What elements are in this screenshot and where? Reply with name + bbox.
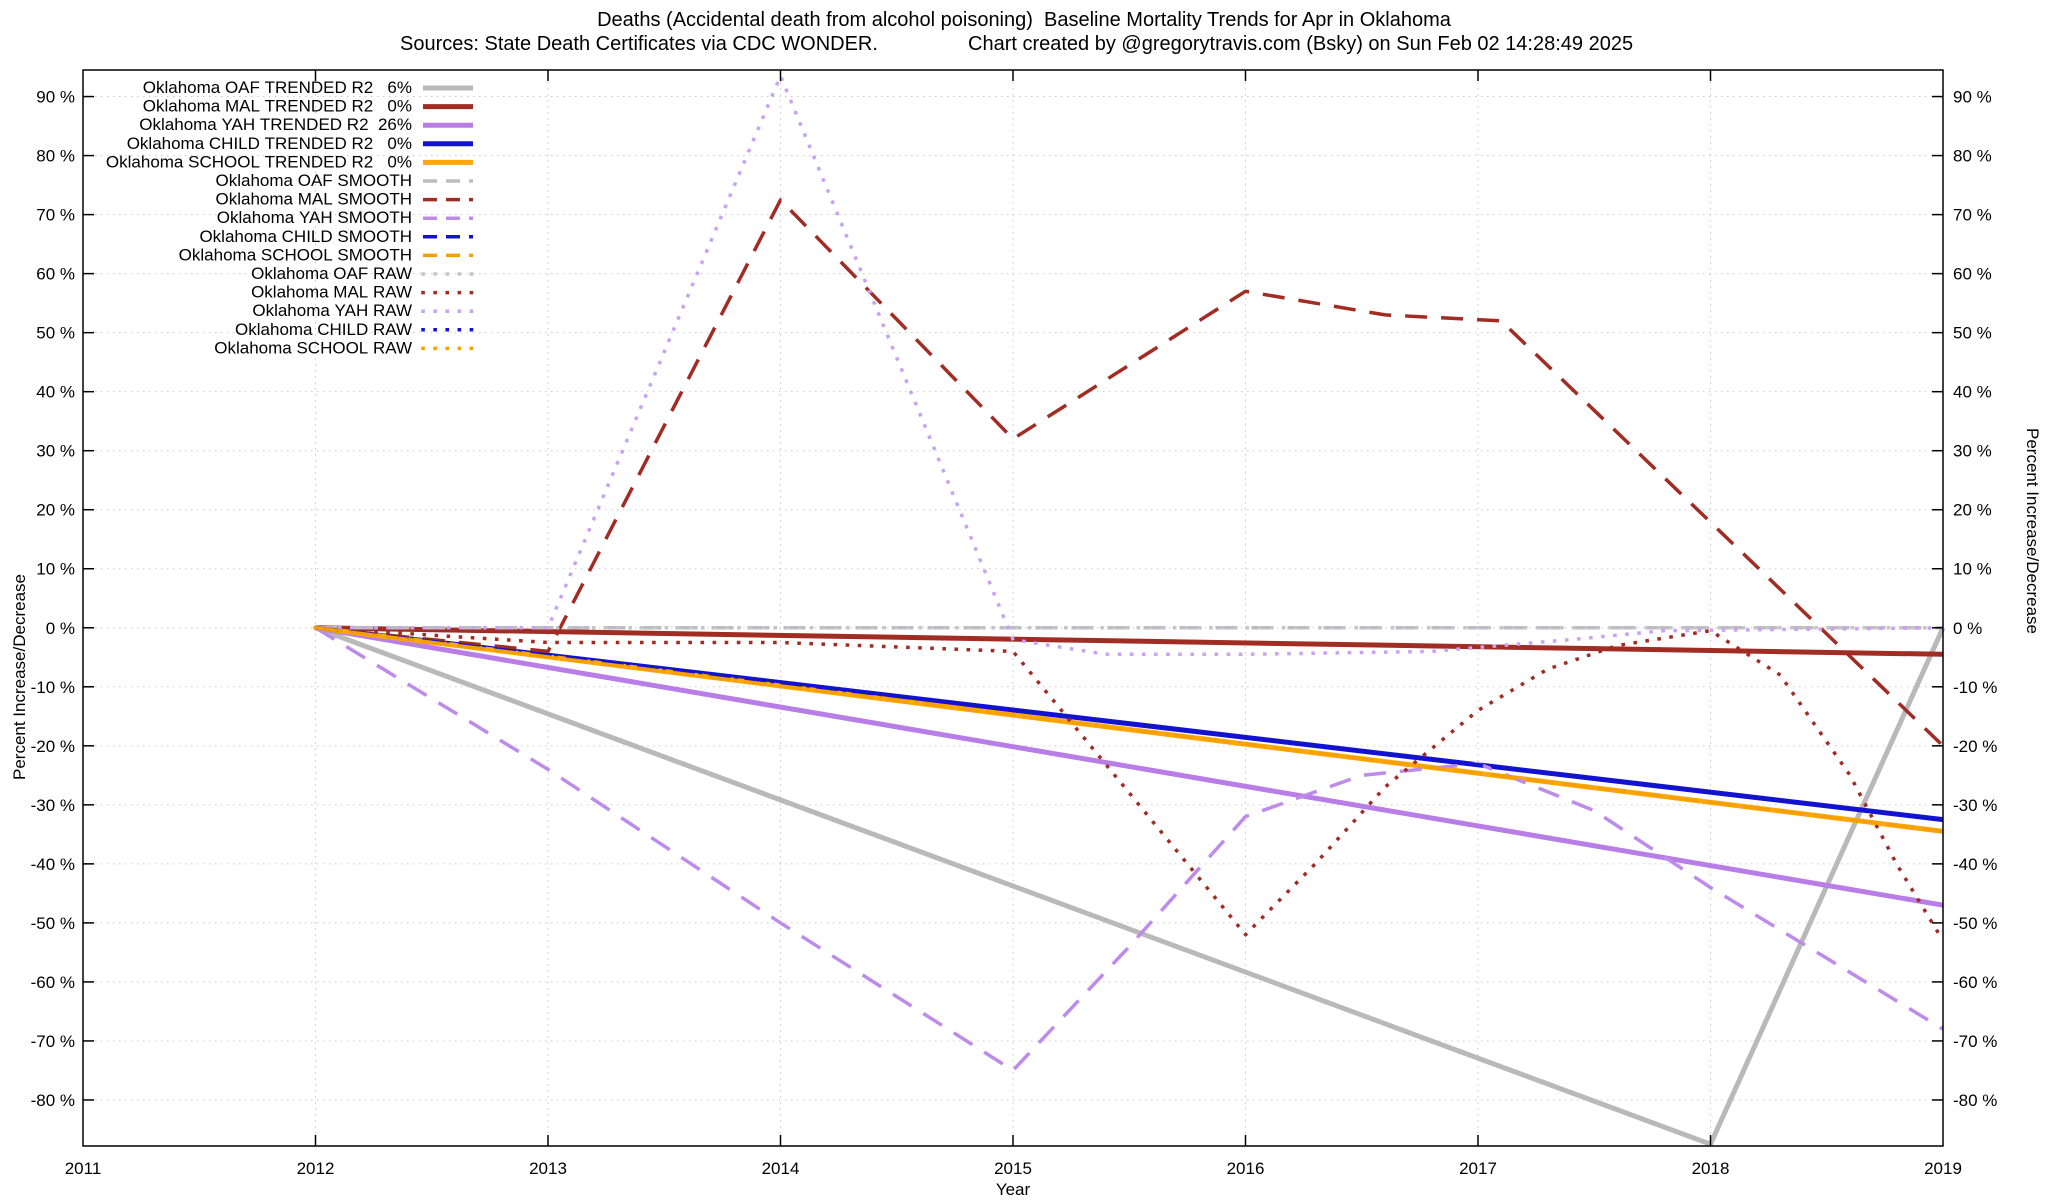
x-tick-label: 2012 xyxy=(297,1159,335,1178)
x-tick-label: 2018 xyxy=(1692,1159,1730,1178)
y-tick-label-left: -60 % xyxy=(31,973,75,992)
legend-label-yah-raw: Oklahoma YAH RAW xyxy=(252,301,412,320)
legend-label-oaf-smooth: Oklahoma OAF SMOOTH xyxy=(216,171,412,190)
legend-label-oaf-raw: Oklahoma OAF RAW xyxy=(251,264,412,283)
y-tick-label-left: -40 % xyxy=(31,855,75,874)
y-tick-label-right: 30 % xyxy=(1953,442,1992,461)
legend-label-school-raw: Oklahoma SCHOOL RAW xyxy=(214,338,412,357)
y-tick-label-right: 40 % xyxy=(1953,383,1992,402)
y-tick-label-right: 20 % xyxy=(1953,501,1992,520)
series-line-yah-smooth xyxy=(314,626,1944,1073)
series-line-school-smooth xyxy=(315,626,1944,834)
series-line-mal-smooth xyxy=(315,198,1945,748)
legend-label-mal-raw: Oklahoma MAL RAW xyxy=(251,283,412,302)
x-axis-label: Year xyxy=(995,1180,1031,1199)
legend-label-child-smooth: Oklahoma CHILD SMOOTH xyxy=(199,227,412,246)
y-tick-label-left: -70 % xyxy=(31,1032,75,1051)
y-tick-label-right: 10 % xyxy=(1953,560,1992,579)
y-tick-label-left: 10 % xyxy=(36,560,75,579)
chart-credit-note: Chart created by @gregorytravis.com (Bsk… xyxy=(968,33,1634,55)
chart-source-note: Sources: State Death Certificates via CD… xyxy=(400,33,878,55)
chart-title: Deaths (Accidental death from alcohol po… xyxy=(597,9,1451,31)
y-tick-label-right: 80 % xyxy=(1953,147,1992,166)
series-line-yah-raw xyxy=(313,74,1945,657)
series-line-child-raw xyxy=(313,625,1945,822)
series-line-mal-raw xyxy=(313,625,1946,944)
series-line-oaf-trended xyxy=(314,625,1946,1147)
legend-label-school-trended: Oklahoma SCHOOL TRENDED R2 0% xyxy=(106,152,412,171)
y-tick-label-left: 40 % xyxy=(36,383,75,402)
series-line-school-trended xyxy=(315,625,1944,834)
y-tick-label-right: -70 % xyxy=(1953,1032,1997,1051)
y-tick-label-right: 50 % xyxy=(1953,324,1992,343)
y-tick-label-left: -10 % xyxy=(31,678,75,697)
series-line-child-smooth xyxy=(315,626,1944,822)
y-tick-label-right: 0 % xyxy=(1953,619,1982,638)
x-tick-label: 2016 xyxy=(1227,1159,1265,1178)
x-tick-label: 2019 xyxy=(1924,1159,1962,1178)
series-line-mal-trended xyxy=(315,625,1944,657)
y-tick-label-right: 60 % xyxy=(1953,265,1992,284)
y-tick-label-left: 30 % xyxy=(36,442,75,461)
legend-label-yah-trended: Oklahoma YAH TRENDED R2 26% xyxy=(139,115,412,134)
x-tick-label: 2011 xyxy=(65,1159,102,1178)
legend-label-mal-smooth: Oklahoma MAL SMOOTH xyxy=(216,190,413,209)
legend-label-yah-smooth: Oklahoma YAH SMOOTH xyxy=(217,208,412,227)
x-tick-label: 2014 xyxy=(762,1159,800,1178)
y-tick-label-left: 70 % xyxy=(36,206,75,225)
y-tick-label-left: 20 % xyxy=(36,501,75,520)
y-tick-label-right: -20 % xyxy=(1953,737,1997,756)
y-tick-label-right: -50 % xyxy=(1953,914,1997,933)
y-axis-label-left: Percent Increase/Decrease xyxy=(10,574,29,780)
y-tick-label-right: 70 % xyxy=(1953,206,1992,225)
y-tick-label-right: -30 % xyxy=(1953,796,1997,815)
y-tick-label-left: -20 % xyxy=(31,737,75,756)
y-tick-label-right: -40 % xyxy=(1953,855,1997,874)
y-tick-label-left: -80 % xyxy=(31,1091,75,1110)
y-tick-label-left: -50 % xyxy=(31,914,75,933)
y-tick-label-left: 50 % xyxy=(36,324,75,343)
x-tick-label: 2015 xyxy=(994,1159,1032,1178)
y-tick-label-right: 90 % xyxy=(1953,88,1992,107)
y-axis-label-right: Percent Increase/Decrease xyxy=(2023,428,2042,634)
y-tick-label-right: -10 % xyxy=(1953,678,1997,697)
y-tick-label-left: 0 % xyxy=(46,619,75,638)
legend-label-oaf-trended: Oklahoma OAF TRENDED R2 6% xyxy=(143,78,412,97)
y-tick-label-left: 80 % xyxy=(36,147,75,166)
legend-label-school-smooth: Oklahoma SCHOOL SMOOTH xyxy=(179,245,412,264)
y-tick-label-left: -30 % xyxy=(31,796,75,815)
series-line-school-raw xyxy=(313,625,1945,834)
x-tick-label: 2013 xyxy=(529,1159,567,1178)
legend-label-child-raw: Oklahoma CHILD RAW xyxy=(235,320,412,339)
y-tick-label-left: 90 % xyxy=(36,88,75,107)
y-tick-label-right: -60 % xyxy=(1953,973,1997,992)
legend-label-mal-trended: Oklahoma MAL TRENDED R2 0% xyxy=(143,97,412,116)
y-tick-label-left: 60 % xyxy=(36,265,75,284)
series-line-yah-trended xyxy=(315,625,1944,908)
legend-label-child-trended: Oklahoma CHILD TRENDED R2 0% xyxy=(127,134,412,153)
x-tick-label: 2017 xyxy=(1459,1159,1497,1178)
y-tick-label-right: -80 % xyxy=(1953,1091,1997,1110)
